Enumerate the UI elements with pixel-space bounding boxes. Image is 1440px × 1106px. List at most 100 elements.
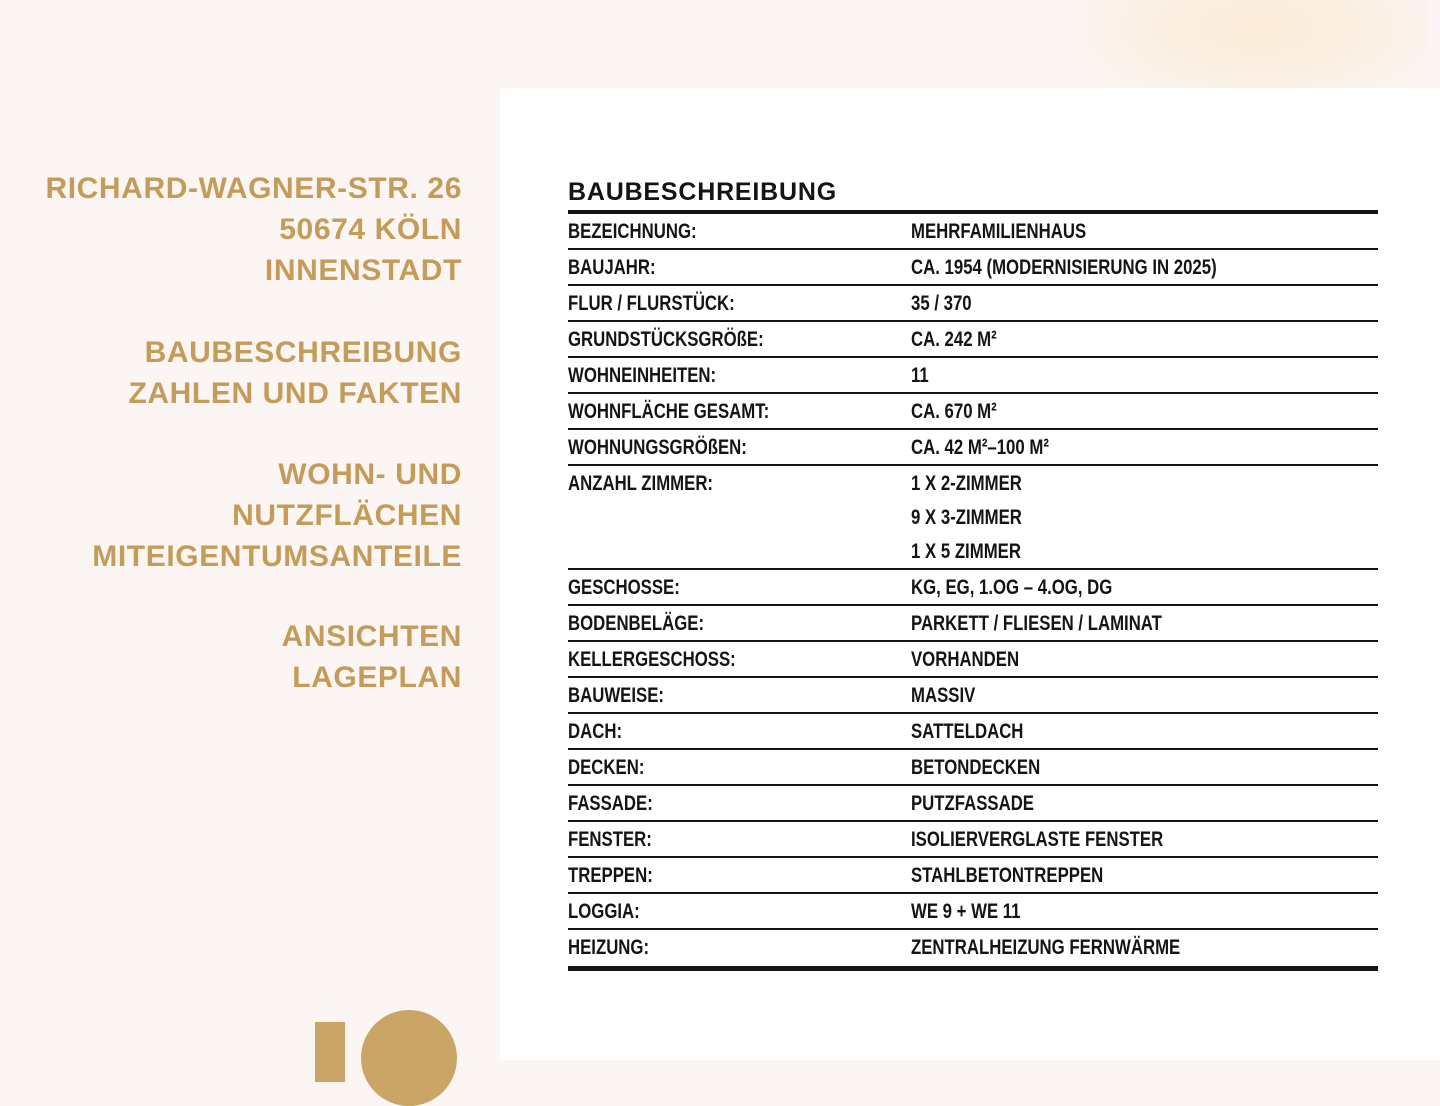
spec-table-rows: BEZEICHNUNG: MEHRFAMILIENHAUS BAUJAHR: CA. … — [568, 210, 1378, 971]
table-row: LOGGIA: WE 9 + WE 11 — [568, 894, 1378, 930]
row-value-line: ZENTRALHEIZUNG FERNWÄRME — [911, 935, 1181, 959]
row-label: BEZEICHNUNG: — [568, 219, 697, 243]
row-value: 1 X 2-ZIMMER 9 X 3-ZIMMER 1 X 5 ZIMMER — [911, 466, 1378, 568]
page-number-digit-zero — [361, 1010, 457, 1106]
row-value: MEHRFAMILIENHAUS — [911, 214, 1378, 248]
row-label: BAUWEISE: — [568, 683, 664, 707]
toc-block-flaechen: WOHN- UND NUTZFLÄCHEN MITEIGENTUMSANTEIL… — [20, 454, 462, 577]
row-label: TREPPEN: — [568, 863, 653, 887]
toc-line: WOHN- UND — [278, 458, 462, 491]
row-value: ZENTRALHEIZUNG FERNWÄRME — [911, 930, 1378, 964]
row-value-line: 35 / 370 — [911, 291, 972, 315]
table-row: GRUNDSTÜCKSGRÖßE: CA. 242 M² — [568, 322, 1378, 358]
row-label: LOGGIA: — [568, 899, 640, 923]
row-value: CA. 42 M²–100 M² — [911, 430, 1378, 464]
toc-block-baubeschreibung: BAUBESCHREIBUNG ZAHLEN UND FAKTEN — [20, 332, 462, 414]
table-row: DECKEN: BETONDECKEN — [568, 750, 1378, 786]
toc-line: ZAHLEN UND FAKTEN — [128, 377, 462, 410]
row-value: ISOLIERVERGLASTE FENSTER — [911, 822, 1378, 856]
sidebar: RICHARD-WAGNER-STR. 26 50674 KÖLN INNENS… — [0, 0, 462, 1060]
row-value-line: 11 — [911, 363, 929, 387]
row-value-line: 9 X 3-ZIMMER — [911, 505, 1022, 529]
content-panel-background — [500, 88, 1440, 1060]
toc-line: ANSICHTEN — [281, 620, 462, 653]
toc-line: MITEIGENTUMSANTEILE — [92, 540, 462, 573]
row-value-line: SATTELDACH — [911, 719, 1024, 743]
row-value: BETONDECKEN — [911, 750, 1378, 784]
row-label: GRUNDSTÜCKSGRÖßE: — [568, 327, 764, 351]
table-row: WOHNUNGSGRÖßEN: CA. 42 M²–100 M² — [568, 430, 1378, 466]
row-value-line: CA. 242 M² — [911, 327, 997, 351]
address-line-street: RICHARD-WAGNER-STR. 26 — [45, 172, 462, 205]
row-label: FLUR / FLURSTÜCK: — [568, 291, 735, 315]
table-title: BAUBESCHREIBUNG — [568, 178, 837, 206]
row-value-line: CA. 42 M²–100 M² — [911, 435, 1049, 459]
table-row: WOHNEINHEITEN: 11 — [568, 358, 1378, 394]
row-label: FENSTER: — [568, 827, 652, 851]
row-value-line: CA. 670 M² — [911, 399, 997, 423]
row-value-line: VORHANDEN — [911, 647, 1020, 671]
row-value: CA. 670 M² — [911, 394, 1378, 428]
address-line-city: 50674 KÖLN — [279, 213, 462, 246]
toc-line: BAUBESCHREIBUNG — [144, 336, 462, 369]
row-label: WOHNEINHEITEN: — [568, 363, 717, 387]
row-value-line: BETONDECKEN — [911, 755, 1041, 779]
table-row: BAUJAHR: CA. 1954 (MODERNISIERUNG IN 2025… — [568, 250, 1378, 286]
table-row: GESCHOSSE: KG, EG, 1.OG – 4.OG, DG — [568, 570, 1378, 606]
table-row: FLUR / FLURSTÜCK: 35 / 370 — [568, 286, 1378, 322]
row-value: STAHLBETONTREPPEN — [911, 858, 1378, 892]
row-value-line: STAHLBETONTREPPEN — [911, 863, 1104, 887]
toc-line: NUTZFLÄCHEN — [232, 499, 462, 532]
row-value: MASSIV — [911, 678, 1378, 712]
row-label: WOHNUNGSGRÖßEN: — [568, 435, 747, 459]
address-line-district: INNENSTADT — [264, 254, 462, 287]
row-value: VORHANDEN — [911, 642, 1378, 676]
row-value-line: 1 X 5 ZIMMER — [911, 539, 1021, 563]
table-row: WOHNFLÄCHE GESAMT: CA. 670 M² — [568, 394, 1378, 430]
row-label: BODENBELÄGE: — [568, 611, 705, 635]
row-value-line: MASSIV — [911, 683, 976, 707]
row-value: PARKETT / FLIESEN / LAMINAT — [911, 606, 1378, 640]
row-label: DACH: — [568, 719, 623, 743]
row-value-line: CA. 1954 (MODERNISIERUNG IN 2025) — [911, 255, 1217, 279]
row-label: DECKEN: — [568, 755, 645, 779]
row-label: BAUJAHR: — [568, 255, 656, 279]
table-row: KELLERGESCHOSS: VORHANDEN — [568, 642, 1378, 678]
building-spec-table: BAUBESCHREIBUNG BEZEICHNUNG: MEHRFAMILIEN… — [568, 178, 1378, 971]
table-row: TREPPEN: STAHLBETONTREPPEN — [568, 858, 1378, 894]
row-value-line: ISOLIERVERGLASTE FENSTER — [911, 827, 1164, 851]
table-row: ANZAHL ZIMMER: 1 X 2-ZIMMER 9 X 3-ZIMMER 1 … — [568, 466, 1378, 570]
toc-block-ansichten: ANSICHTEN LAGEPLAN — [20, 616, 462, 698]
row-label: HEIZUNG: — [568, 935, 650, 959]
row-value-line: KG, EG, 1.OG – 4.OG, DG — [911, 575, 1113, 599]
row-label: GESCHOSSE: — [568, 575, 680, 599]
table-row: HEIZUNG: ZENTRALHEIZUNG FERNWÄRME — [568, 930, 1378, 966]
row-value-line: MEHRFAMILIENHAUS — [911, 219, 1087, 243]
row-value: PUTZFASSADE — [911, 786, 1378, 820]
address-block: RICHARD-WAGNER-STR. 26 50674 KÖLN INNENS… — [20, 168, 462, 291]
page-number-digit-one — [315, 1022, 345, 1082]
table-row: FASSADE: PUTZFASSADE — [568, 786, 1378, 822]
row-value: CA. 1954 (MODERNISIERUNG IN 2025) — [911, 250, 1378, 284]
table-row: BEZEICHNUNG: MEHRFAMILIENHAUS — [568, 214, 1378, 250]
row-value: 11 — [911, 358, 1378, 392]
row-label: FASSADE: — [568, 791, 653, 815]
row-value: WE 9 + WE 11 — [911, 894, 1378, 928]
row-label: KELLERGESCHOSS: — [568, 647, 736, 671]
row-value-line: WE 9 + WE 11 — [911, 899, 1021, 923]
table-row: BODENBELÄGE: PARKETT / FLIESEN / LAMINAT — [568, 606, 1378, 642]
table-row: DACH: SATTELDACH — [568, 714, 1378, 750]
row-value: 35 / 370 — [911, 286, 1378, 320]
row-value-line: PUTZFASSADE — [911, 791, 1034, 815]
table-row: FENSTER: ISOLIERVERGLASTE FENSTER — [568, 822, 1378, 858]
row-value-line: PARKETT / FLIESEN / LAMINAT — [911, 611, 1162, 635]
row-value: CA. 242 M² — [911, 322, 1378, 356]
row-value-line: 1 X 2-ZIMMER — [911, 471, 1022, 495]
row-value: SATTELDACH — [911, 714, 1378, 748]
row-value: KG, EG, 1.OG – 4.OG, DG — [911, 570, 1378, 604]
row-label: ANZAHL ZIMMER: — [568, 471, 714, 495]
toc-line: LAGEPLAN — [292, 661, 462, 694]
table-row: BAUWEISE: MASSIV — [568, 678, 1378, 714]
row-label: WOHNFLÄCHE GESAMT: — [568, 399, 770, 423]
